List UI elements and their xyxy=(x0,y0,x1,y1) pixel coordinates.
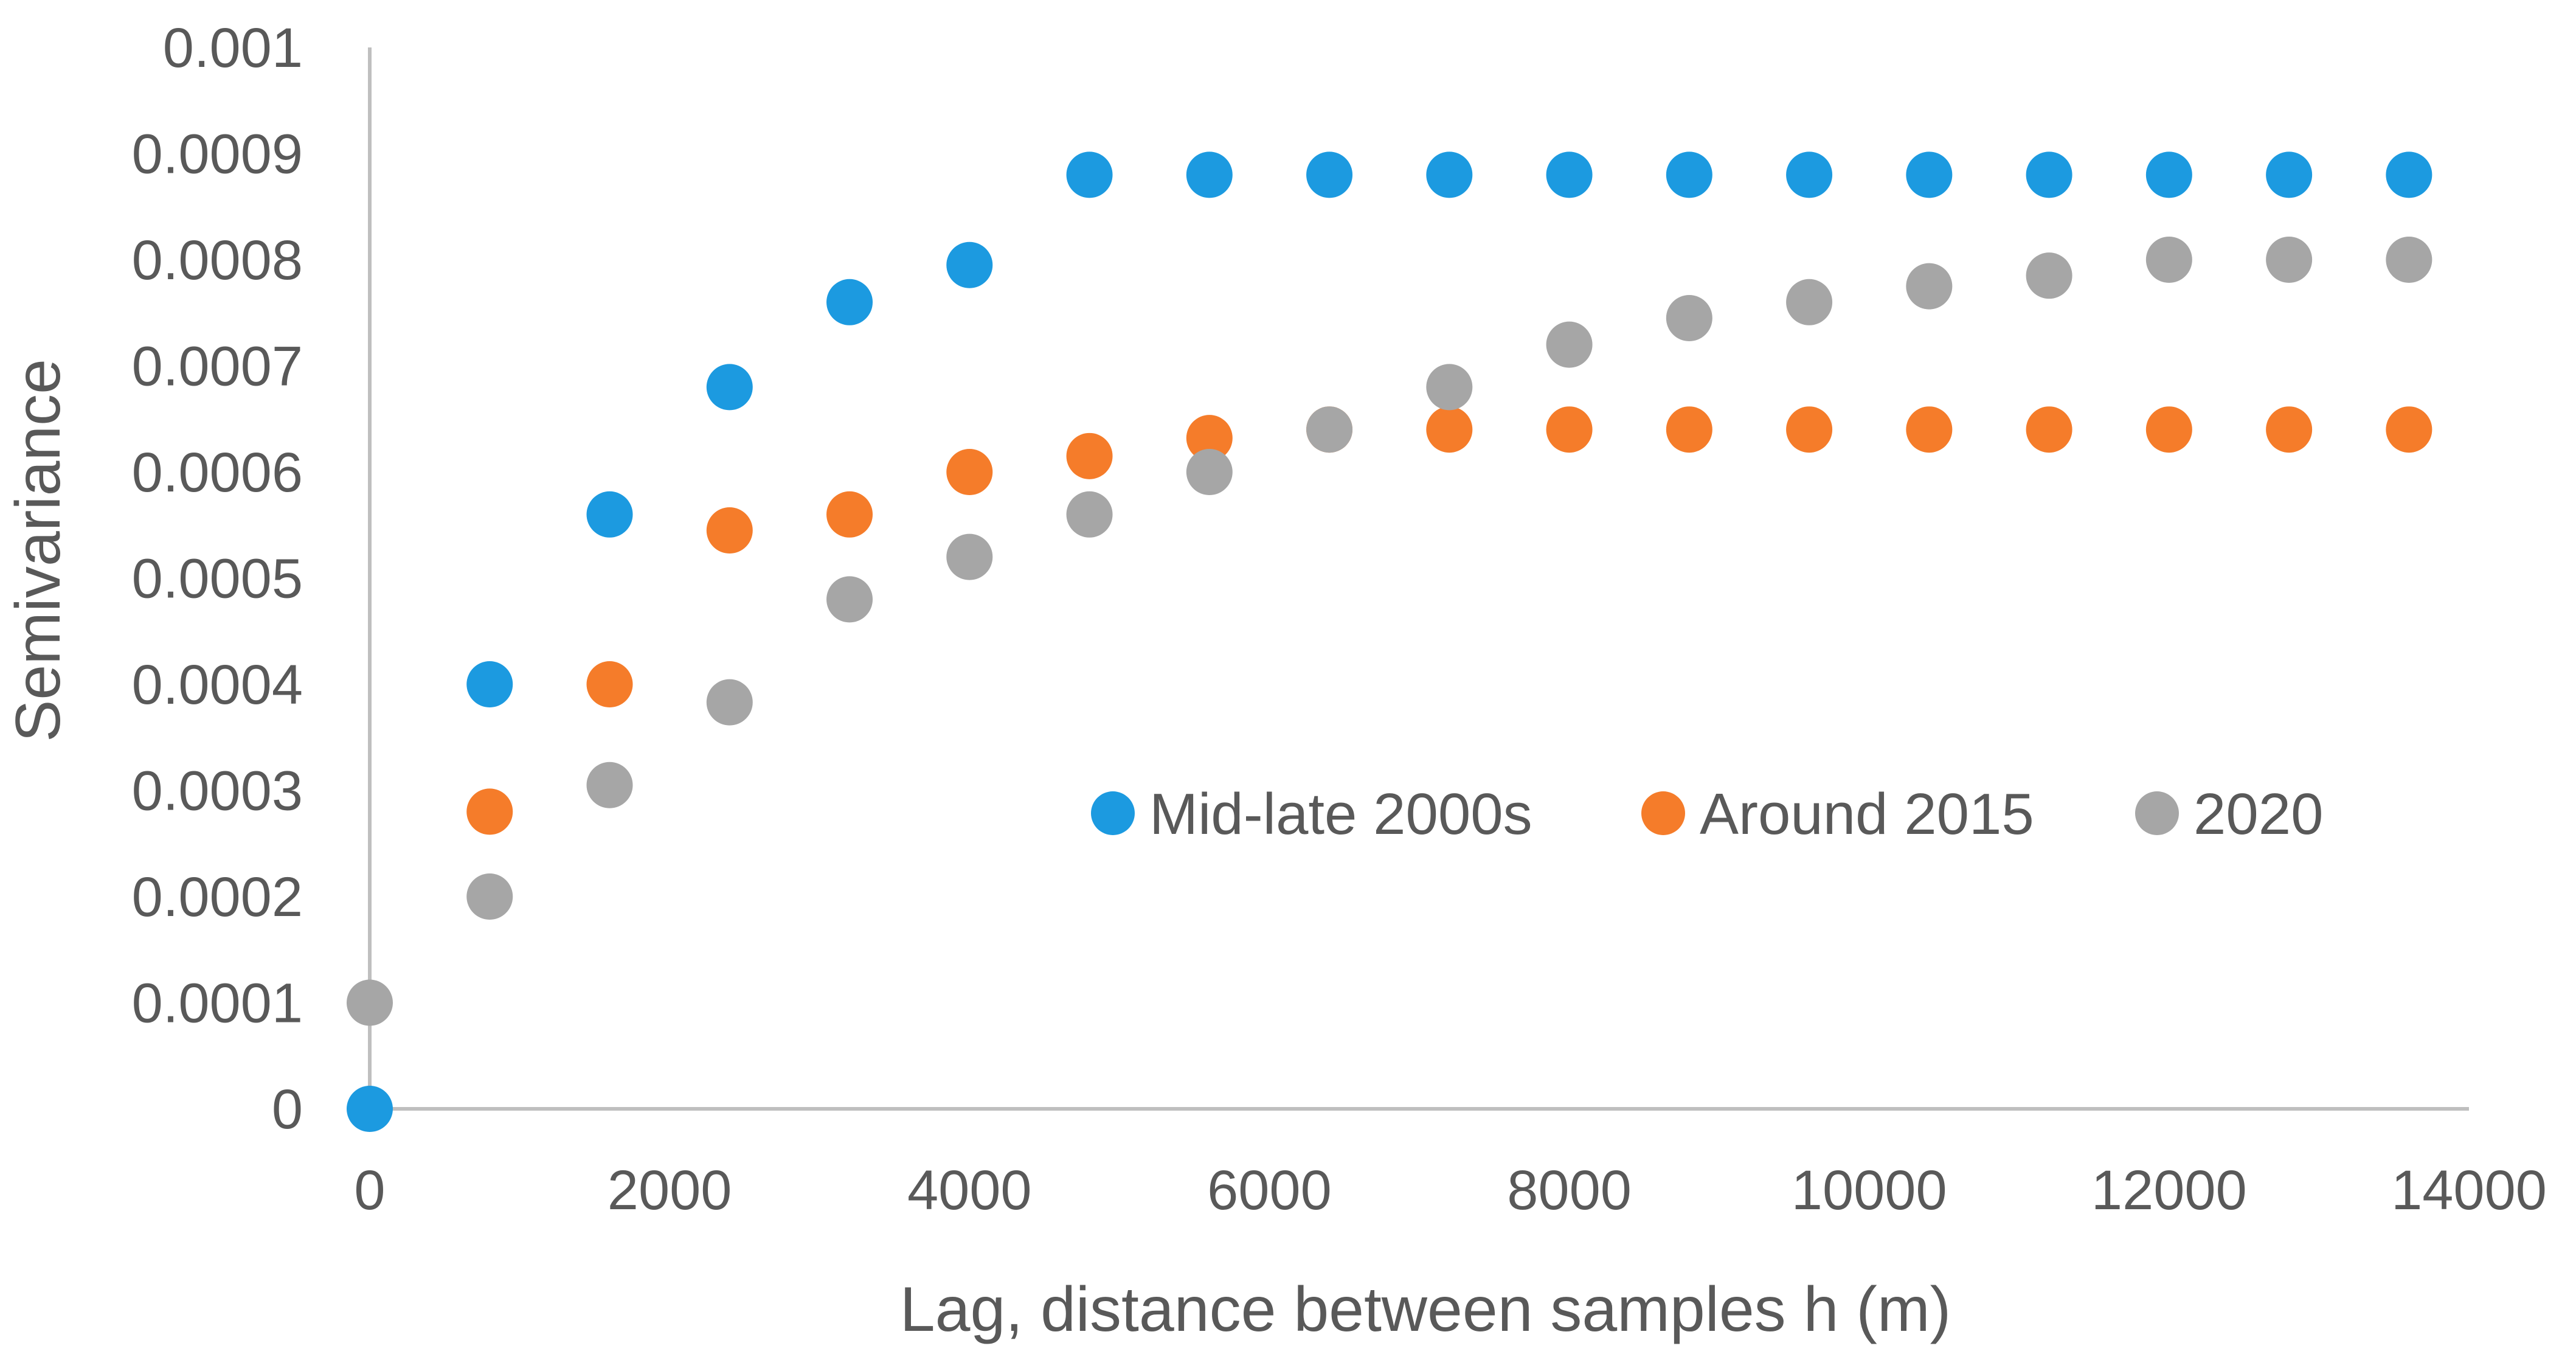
data-point xyxy=(586,762,633,808)
legend-marker xyxy=(1641,791,1685,835)
legend-label: 2020 xyxy=(2193,782,2324,847)
data-point xyxy=(1546,406,1593,453)
data-point xyxy=(347,1086,393,1132)
data-point xyxy=(1066,491,1113,538)
data-point xyxy=(586,491,633,538)
legend-item: Mid-late 2000s xyxy=(1091,782,1532,847)
x-tick-label: 4000 xyxy=(907,1159,1032,1221)
series-around-2015 xyxy=(466,406,2432,835)
data-point xyxy=(1786,406,1833,453)
ticks-layer: 0 0.0001 0.0002 0.0003 0.0004 0.0005 0.0006 0.0… xyxy=(132,17,2547,1221)
data-point xyxy=(1906,151,1953,198)
x-axis-title: Lag, distance between samples h (m) xyxy=(900,1274,1951,1345)
y-tick-label: 0.001 xyxy=(163,17,303,79)
data-point xyxy=(706,679,753,726)
data-point xyxy=(946,533,993,580)
y-tick-label: 0.0006 xyxy=(132,442,303,504)
data-point xyxy=(946,449,993,495)
data-point xyxy=(586,661,633,707)
data-point xyxy=(1186,415,1233,462)
legend-label: Around 2015 xyxy=(1700,782,2034,847)
y-tick-label: 0.0001 xyxy=(132,973,303,1035)
data-point xyxy=(2386,237,2432,283)
data-point xyxy=(1426,364,1473,411)
data-point xyxy=(1906,263,1953,310)
points-layer xyxy=(347,151,2432,1132)
data-point xyxy=(2266,151,2313,198)
data-point xyxy=(1666,294,1712,341)
x-tick-label: 14000 xyxy=(2391,1159,2547,1221)
y-tick-label: 0.0007 xyxy=(132,336,303,398)
data-point xyxy=(826,491,873,538)
x-tick-label: 12000 xyxy=(2091,1159,2247,1221)
series-mid-late-2000s xyxy=(347,151,2432,1132)
series-2020 xyxy=(347,237,2432,1026)
data-point xyxy=(466,788,513,835)
data-point xyxy=(2145,237,2192,283)
data-point xyxy=(1066,432,1113,479)
data-point xyxy=(1426,151,1473,198)
y-tick-label: 0.0009 xyxy=(132,123,303,186)
x-tick-label: 6000 xyxy=(1207,1159,1332,1221)
y-tick-label: 0.0002 xyxy=(132,866,303,928)
data-point xyxy=(1186,151,1233,198)
x-tick-label: 0 xyxy=(354,1159,385,1221)
data-point xyxy=(1306,406,1353,453)
data-point xyxy=(2145,151,2192,198)
legend: Mid-late 2000s Around 2015 2020 xyxy=(1091,782,2324,847)
y-tick-label: 0 xyxy=(272,1078,303,1140)
data-point xyxy=(2386,151,2432,198)
legend-item: Around 2015 xyxy=(1641,782,2034,847)
y-tick-label: 0.0005 xyxy=(132,548,303,610)
data-point xyxy=(2266,406,2313,453)
y-axis-title: Semivariance xyxy=(3,359,74,742)
data-point xyxy=(2026,406,2072,453)
data-point xyxy=(466,873,513,920)
x-tick-label: 8000 xyxy=(1507,1159,1632,1221)
data-point xyxy=(1426,406,1473,453)
y-tick-label: 0.0004 xyxy=(132,654,303,716)
data-point xyxy=(466,661,513,707)
data-point xyxy=(2145,406,2192,453)
data-point xyxy=(1786,279,1833,325)
data-point xyxy=(826,576,873,623)
data-point xyxy=(826,279,873,325)
data-point xyxy=(1066,151,1113,198)
axes-layer xyxy=(368,47,2469,1111)
data-point xyxy=(1546,151,1593,198)
data-point xyxy=(1546,321,1593,368)
data-point xyxy=(2026,252,2072,299)
legend-marker xyxy=(1091,791,1135,835)
data-point xyxy=(706,507,753,554)
data-point xyxy=(1666,151,1712,198)
data-point xyxy=(946,241,993,288)
y-tick-label: 0.0003 xyxy=(132,760,303,822)
legend-marker xyxy=(2135,791,2179,835)
data-point xyxy=(2266,237,2313,283)
data-point xyxy=(1666,406,1712,453)
legend-item: 2020 xyxy=(2135,782,2324,847)
data-point xyxy=(2026,151,2072,198)
data-point xyxy=(706,364,753,411)
data-point xyxy=(1306,151,1353,198)
x-tick-label: 2000 xyxy=(608,1159,732,1221)
data-point xyxy=(1906,406,1953,453)
y-tick-label: 0.0008 xyxy=(132,229,303,291)
legend-label: Mid-late 2000s xyxy=(1149,782,1532,847)
data-point xyxy=(1186,449,1233,495)
data-point xyxy=(347,979,393,1026)
data-point xyxy=(2386,406,2432,453)
data-point xyxy=(1786,151,1833,198)
x-tick-label: 10000 xyxy=(1792,1159,1947,1221)
